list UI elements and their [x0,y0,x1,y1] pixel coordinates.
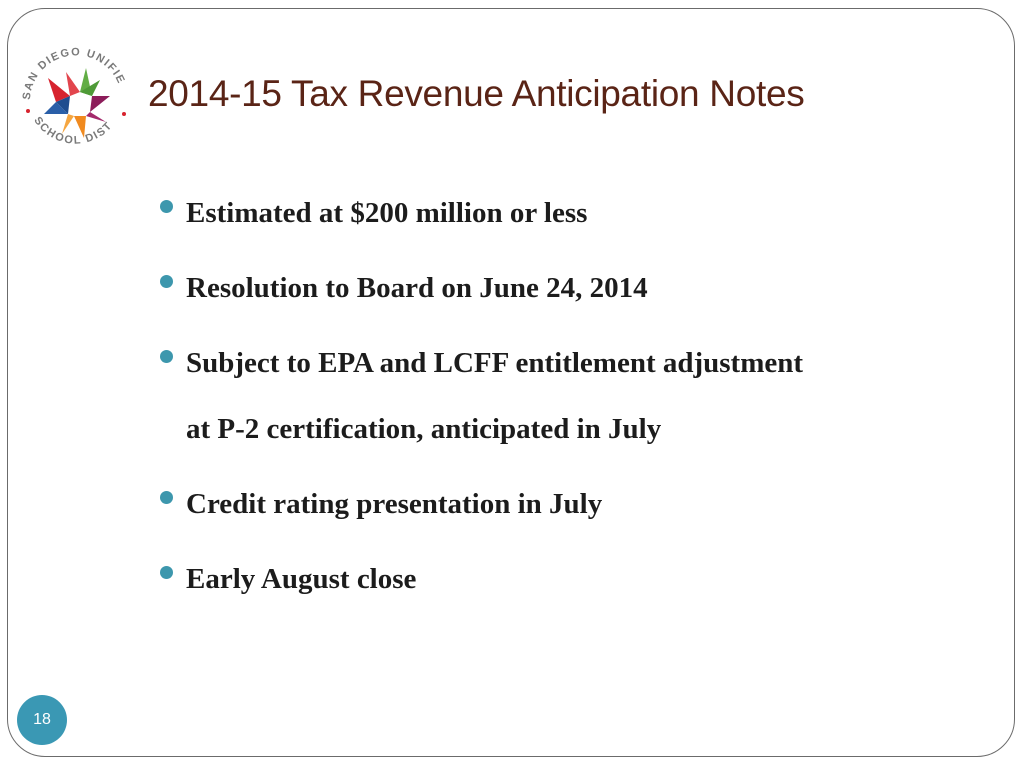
bullet-text: Early August close [186,563,417,595]
bullet-item: Credit rating presentation in July [158,471,978,537]
bullet-text: Estimated at $200 million or less [186,197,588,229]
bullet-dot-icon [160,275,173,288]
logo-star-orange [74,116,86,138]
logo-star-orange-b [62,114,74,134]
bullet-text: Resolution to Board on June 24, 2014 [186,272,648,304]
bullet-dot-icon [160,200,173,213]
logo-star-red-b [66,72,80,96]
bullet-text-line-1: Subject to EPA and LCFF entitlement adju… [186,347,804,379]
slide-title: 2014-15 Tax Revenue Anticipation Notes [148,73,805,114]
bullet-item: Early August close [158,546,978,612]
bullet-item: Resolution to Board on June 24, 2014 [158,255,978,321]
bullet-text: Credit rating presentation in July [186,488,603,520]
page-number-badge: 18 [17,695,67,745]
bullet-dot-icon [160,566,173,579]
bullet-item: Subject to EPA and LCFF entitlement adju… [158,330,978,462]
logo-star-blue [44,102,68,114]
slide-frame [7,8,1015,757]
district-logo-icon: SAN DIEGO UNIFIED SCHOOL DISTRICT [10,28,134,154]
bullet-dot-icon [160,491,173,504]
bullet-dot-icon [160,350,173,363]
logo-star-purple-b [86,112,106,122]
bullet-list: Estimated at $200 million or less Resolu… [158,180,978,621]
logo-star-red [48,78,70,102]
logo-star-blue-b [56,96,70,114]
bullet-item: Estimated at $200 million or less [158,180,978,246]
logo-star-green-b [80,80,100,96]
page-number: 18 [33,711,51,728]
logo-star-purple [90,96,110,112]
bullet-text-line-2: at P-2 certification, anticipated in Jul… [186,413,662,445]
